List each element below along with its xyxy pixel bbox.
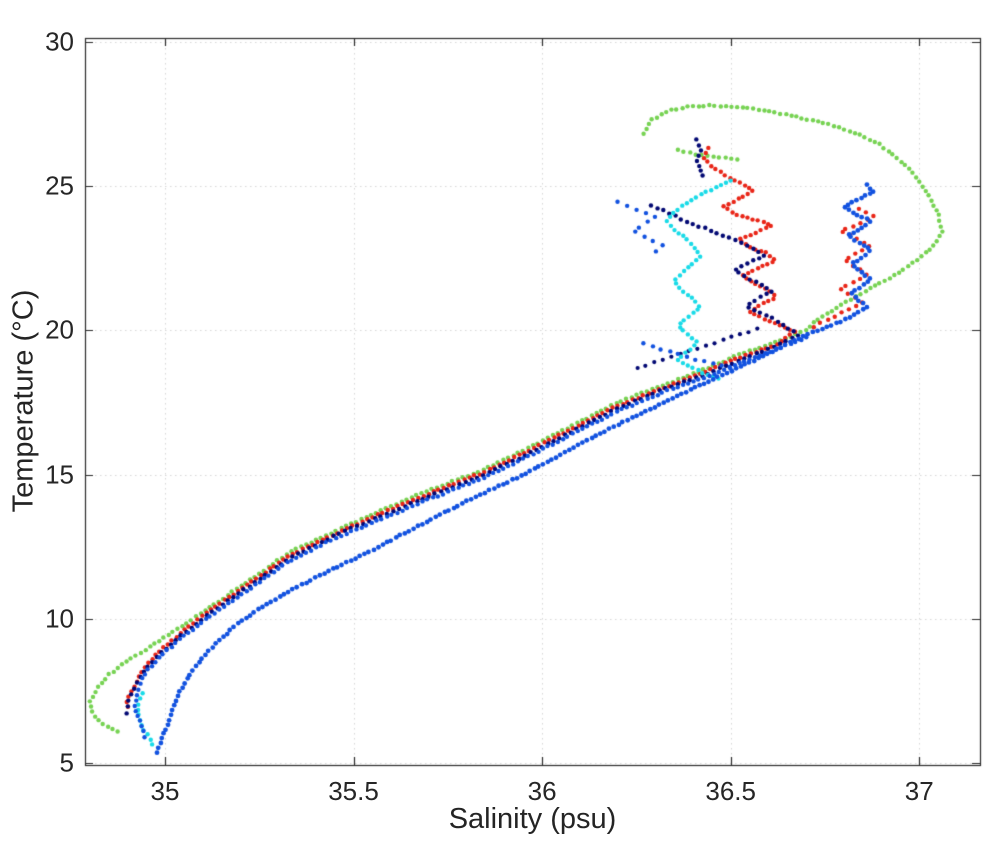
x-tick-label: 35.5: [328, 776, 379, 806]
x-axis-label: Salinity (psu): [448, 803, 617, 835]
y-tick-label: 5: [59, 747, 74, 778]
y-tick-label: 20: [45, 314, 74, 345]
x-tick-label: 36.5: [705, 776, 756, 806]
x-tick-label: 36: [527, 776, 557, 806]
y-tick-label: 30: [45, 26, 74, 57]
x-tick-label: 37: [904, 776, 934, 806]
y-tick-label: 10: [45, 603, 74, 634]
y-axis-label: Temperature (°C): [7, 289, 40, 513]
x-tick-label: 35: [150, 776, 180, 806]
y-tick-label: 25: [45, 170, 74, 201]
y-tick-label: 15: [45, 459, 74, 490]
